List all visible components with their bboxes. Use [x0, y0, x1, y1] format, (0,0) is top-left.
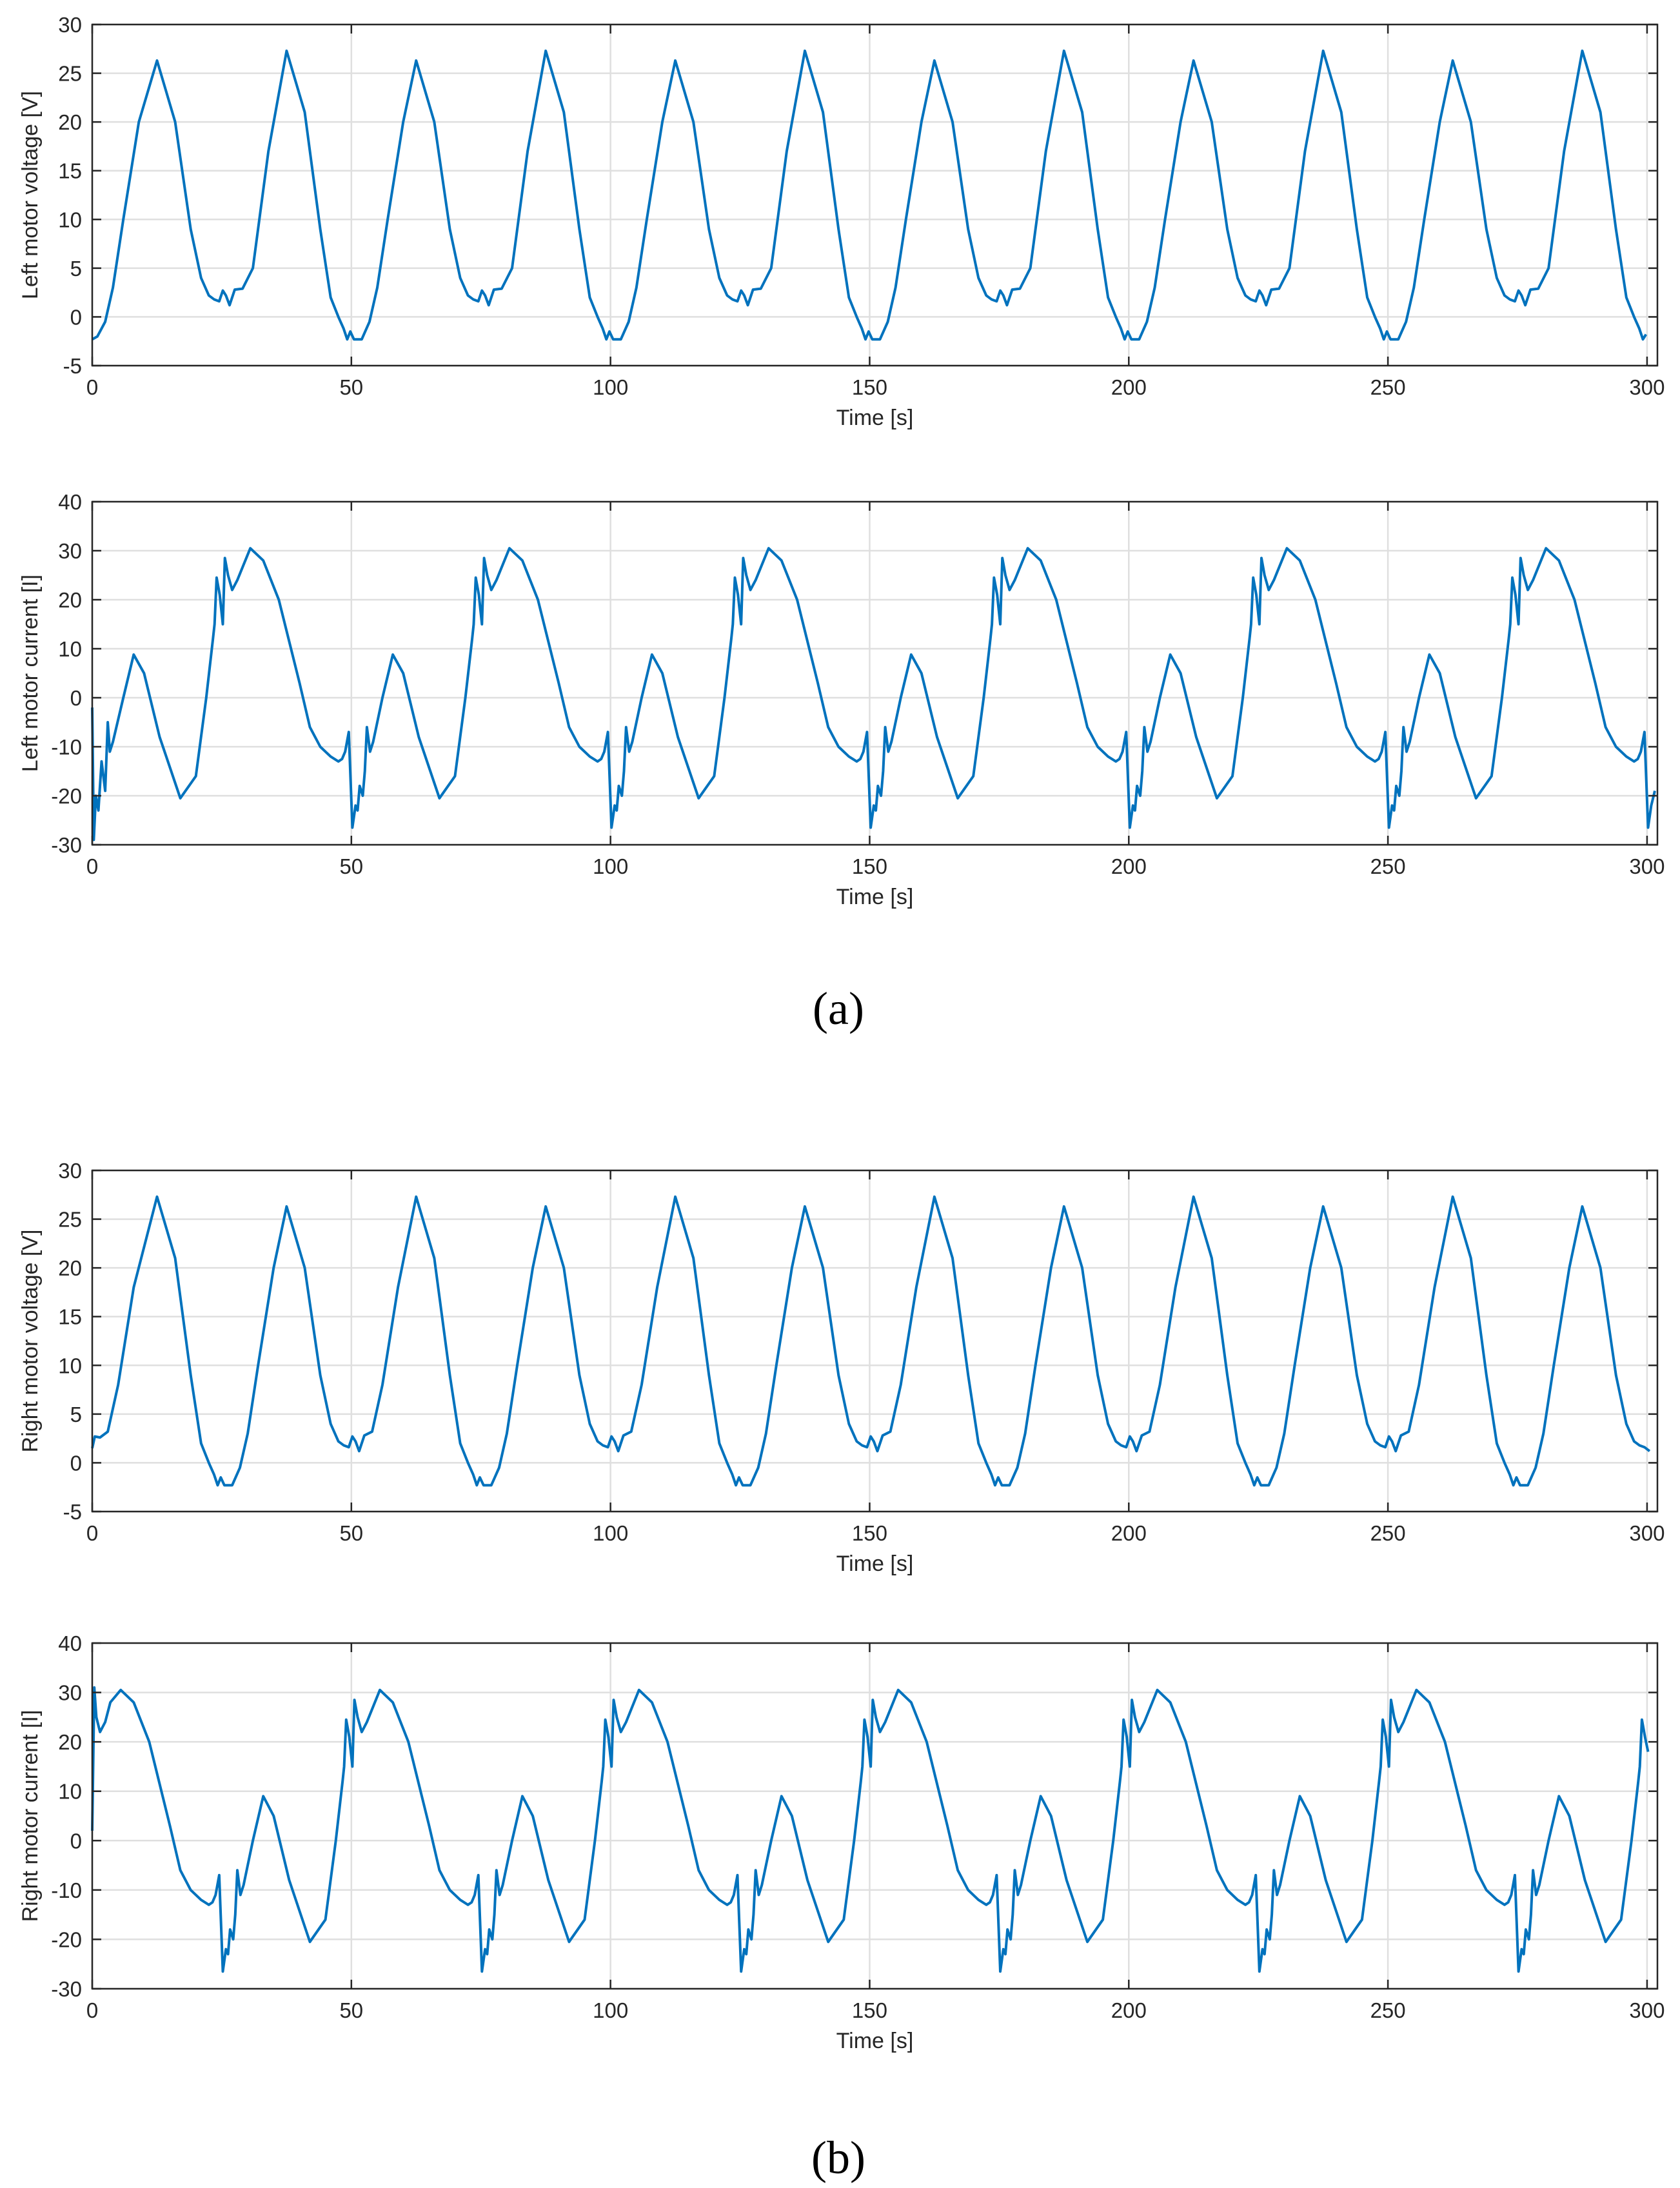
right-voltage-xtick-label: 150 [852, 1521, 887, 1545]
left-voltage-axes-box [91, 23, 1659, 367]
left-voltage-ytick-label: -5 [63, 354, 82, 378]
right-voltage-xtick-label: 50 [339, 1521, 363, 1545]
right-current-xtick-label: 250 [1370, 1998, 1406, 2022]
right-current-series-line [91, 1686, 1650, 1973]
right-voltage-xlabel: Time [s] [836, 1552, 914, 1576]
left-current-axes-box [91, 500, 1659, 846]
panel-label-b: (b) [811, 2132, 865, 2183]
left-voltage-xtick-label: 300 [1629, 375, 1665, 399]
right-current-ytick-label: 30 [58, 1681, 82, 1705]
left-current-chart: 0 50 100 150 200 250 300 -30 -20 -10 0 10 20 30 40 Time… [18, 490, 1665, 909]
right-current-xtick-label: 200 [1111, 1998, 1147, 2022]
right-current-chart: 0 50 100 150 200 250 300 -30 -20 -10 0 10 20 30 40 Time… [18, 1631, 1665, 2053]
left-current-ytick-label: 10 [58, 637, 82, 661]
left-current-ytick-label: 0 [70, 686, 82, 710]
left-voltage-xtick-label: 50 [339, 375, 363, 399]
right-current-ytick-label: 0 [70, 1829, 82, 1853]
left-current-ytick-label: -30 [51, 833, 82, 857]
right-current-ylabel: Right motor current [I] [18, 1710, 43, 1922]
right-voltage-xtick-label: 250 [1370, 1521, 1406, 1545]
right-voltage-ytick-label: 15 [58, 1305, 82, 1329]
left-current-xtick-label: 250 [1370, 854, 1406, 878]
left-current-xtick-label: 100 [593, 854, 628, 878]
right-current-axes-box [91, 1642, 1659, 1990]
right-current-xtick-label: 50 [339, 1998, 363, 2022]
right-voltage-axes-box [91, 1169, 1659, 1513]
right-current-xtick-label: 300 [1629, 1998, 1665, 2022]
left-current-xlabel: Time [s] [836, 885, 914, 909]
right-current-xlabel: Time [s] [836, 2029, 914, 2053]
left-current-series-line [91, 547, 1656, 842]
left-voltage-xtick-label: 150 [852, 375, 887, 399]
left-voltage-ytick-label: 25 [58, 62, 82, 86]
right-voltage-xtick-label: 100 [593, 1521, 628, 1545]
left-voltage-ytick-label: 20 [58, 110, 82, 134]
left-current-xtick-label: 0 [86, 854, 98, 878]
left-current-ytick-label: 40 [58, 490, 82, 514]
left-voltage-ylabel: Left motor voltage [V] [18, 91, 43, 299]
right-voltage-ytick-label: 25 [58, 1208, 82, 1232]
left-voltage-xtick-label: 0 [86, 375, 98, 399]
left-current-ytick-label: -10 [51, 735, 82, 759]
right-voltage-xtick-label: 0 [86, 1521, 98, 1545]
right-current-ytick-label: -10 [51, 1878, 82, 1902]
left-current-xtick-label: 200 [1111, 854, 1147, 878]
left-current-ytick-label: 20 [58, 588, 82, 612]
right-voltage-ytick-label: 20 [58, 1256, 82, 1280]
right-voltage-series-line [91, 1195, 1651, 1487]
right-current-xtick-label: 0 [86, 1998, 98, 2022]
right-current-xtick-label: 100 [593, 1998, 628, 2022]
right-current-ytick-label: 10 [58, 1780, 82, 1804]
right-voltage-ytick-label: -5 [63, 1500, 82, 1524]
right-current-ytick-label: -20 [51, 1927, 82, 1951]
left-current-xtick-label: 300 [1629, 854, 1665, 878]
right-voltage-ytick-label: 5 [70, 1403, 82, 1426]
left-voltage-ytick-label: 15 [58, 159, 82, 183]
left-voltage-xlabel: Time [s] [836, 406, 914, 430]
left-voltage-series-line [92, 49, 1647, 341]
left-voltage-ytick-label: 30 [58, 13, 82, 37]
right-current-xtick-label: 150 [852, 1998, 887, 2022]
panel-label-a: (a) [813, 983, 864, 1034]
left-current-ytick-label: -20 [51, 784, 82, 808]
right-voltage-ylabel: Right motor voltage [V] [18, 1230, 43, 1453]
left-voltage-ytick-label: 10 [58, 208, 82, 232]
right-current-ytick-label: 20 [58, 1730, 82, 1754]
right-voltage-xtick-label: 300 [1629, 1521, 1665, 1545]
left-voltage-xtick-label: 250 [1370, 375, 1406, 399]
left-current-ytick-label: 30 [58, 539, 82, 563]
left-voltage-xtick-label: 200 [1111, 375, 1147, 399]
left-current-ylabel: Left motor current [I] [18, 575, 43, 772]
left-voltage-ytick-label: 5 [70, 257, 82, 281]
right-voltage-xtick-label: 200 [1111, 1521, 1147, 1545]
left-voltage-ytick-label: 0 [70, 305, 82, 329]
left-current-xtick-label: 150 [852, 854, 887, 878]
right-current-ytick-label: 40 [58, 1631, 82, 1655]
left-current-xtick-label: 50 [339, 854, 363, 878]
right-voltage-ytick-label: 0 [70, 1451, 82, 1475]
right-voltage-ytick-label: 30 [58, 1159, 82, 1183]
right-voltage-ytick-label: 10 [58, 1354, 82, 1377]
right-current-ytick-label: -30 [51, 1977, 82, 2001]
left-voltage-xtick-label: 100 [593, 375, 628, 399]
